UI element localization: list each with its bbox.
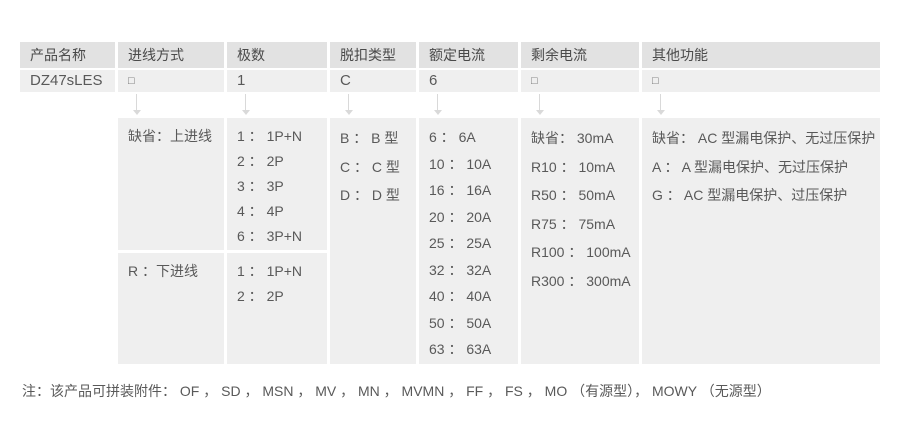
- inlet-option-top-block: 缺省：上进线: [118, 118, 224, 250]
- down-arrow-icon: [132, 94, 141, 115]
- option-item: D ： D 型: [340, 187, 400, 203]
- accessories-note: 注：该产品可拼装附件： OF ， SD ， MSN ， MV ， MN ， MV…: [22, 383, 771, 399]
- product-name-value: DZ47sLES: [20, 70, 115, 92]
- option-item: 16 ： 16A: [429, 182, 492, 198]
- option-item: 1 ： 1P+N: [237, 263, 302, 279]
- option-item: R50 ： 50mA: [531, 187, 616, 203]
- options-col-current: 6 ： 6A 10 ： 10A 16 ： 16A 20 ： 20A 25 ： 2…: [419, 118, 518, 364]
- poles-code-value: 1: [227, 70, 327, 92]
- inlet-option-bottom-block: R ：下进线: [118, 253, 224, 364]
- option-item: 缺省： AC 型漏电保护、无过压保护: [652, 130, 876, 146]
- down-arrow-icon: [433, 94, 442, 115]
- table-header-row: 产品名称 进线方式 极数 脱扣类型 额定电流 剩余电流 其他功能: [20, 42, 880, 68]
- options-row: 缺省：上进线 R ：下进线 1 ： 1P+N 2 ： 2P 3 ： 3P 4 ：…: [20, 118, 880, 364]
- header-rated-current: 额定电流: [419, 42, 518, 68]
- current-code-value: 6: [419, 70, 518, 92]
- down-arrow-icon: [535, 94, 544, 115]
- option-item: 20 ： 20A: [429, 208, 492, 225]
- option-item: C ： C 型: [340, 158, 400, 175]
- residual-options-block: 缺省： 30mA R10 ： 10mA R50 ： 50mA R75 ： 75m…: [521, 118, 639, 364]
- option-item: 25 ： 25A: [429, 235, 492, 251]
- header-other-functions: 其他功能: [642, 42, 880, 68]
- option-item: 4 ： 4P: [237, 203, 284, 219]
- options-col-other: 缺省： AC 型漏电保护、无过压保护 A ： A 型漏电保护、无过压保护 G ：…: [642, 118, 880, 364]
- down-arrow-icon: [241, 94, 250, 115]
- other-code-placeholder: □: [642, 70, 880, 92]
- header-inlet-mode: 进线方式: [118, 42, 224, 68]
- option-item: 1 ： 1P+N: [237, 128, 302, 144]
- option-item: R100 ： 100mA: [531, 244, 631, 260]
- option-item: A ： A 型漏电保护、无过压保护: [652, 158, 849, 175]
- option-item: R ：下进线: [128, 263, 198, 279]
- option-item: 3 ： 3P: [237, 178, 284, 194]
- options-col-poles: 1 ： 1P+N 2 ： 2P 3 ： 3P 4 ： 4P 6 ： 3P+N 1…: [227, 118, 327, 364]
- options-col-residual: 缺省： 30mA R10 ： 10mA R50 ： 50mA R75 ： 75m…: [521, 118, 639, 364]
- inlet-code-placeholder: □: [118, 70, 224, 92]
- header-poles: 极数: [227, 42, 327, 68]
- options-col-trip: B ： B 型 C ： C 型 D ： D 型: [330, 118, 416, 364]
- options-col-empty: [20, 118, 115, 364]
- header-trip-type: 脱扣类型: [330, 42, 416, 68]
- option-item: G ： AC 型漏电保护、过压保护: [652, 187, 848, 203]
- option-item: 缺省：上进线: [128, 128, 212, 144]
- option-item: R10 ： 10mA: [531, 158, 616, 175]
- residual-code-placeholder: □: [521, 70, 639, 92]
- option-item: 63 ： 63A: [429, 341, 492, 357]
- arrow-row: [20, 92, 880, 118]
- option-item: R75 ： 75mA: [531, 215, 616, 232]
- option-item: 2 ： 2P: [237, 288, 284, 304]
- down-arrow-icon: [656, 94, 665, 115]
- trip-options-block: B ： B 型 C ： C 型 D ： D 型: [330, 118, 416, 364]
- header-residual-current: 剩余电流: [521, 42, 639, 68]
- option-item: 50 ： 50A: [429, 314, 492, 331]
- option-item: 40 ： 40A: [429, 288, 492, 304]
- poles-options-top-block: 1 ： 1P+N 2 ： 2P 3 ： 3P 4 ： 4P 6 ： 3P+N: [227, 118, 327, 250]
- model-selection-table: 产品名称 进线方式 极数 脱扣类型 额定电流 剩余电流 其他功能 DZ47sLE…: [20, 42, 880, 364]
- option-item: R300 ： 300mA: [531, 272, 631, 289]
- option-item: B ： B 型: [340, 130, 399, 146]
- selection-code-row: DZ47sLES □ 1 C 6 □ □: [20, 70, 880, 92]
- option-item: 缺省： 30mA: [531, 130, 614, 146]
- options-col-inlet: 缺省：上进线 R ：下进线: [118, 118, 224, 364]
- current-options-block: 6 ： 6A 10 ： 10A 16 ： 16A 20 ： 20A 25 ： 2…: [419, 118, 518, 364]
- arrow-spacer: [20, 92, 115, 118]
- option-item: 32 ： 32A: [429, 261, 492, 278]
- option-item: 10 ： 10A: [429, 155, 492, 172]
- down-arrow-icon: [344, 94, 353, 115]
- option-item: 2 ： 2P: [237, 153, 284, 169]
- option-item: 6 ： 3P+N: [237, 228, 302, 244]
- other-options-block: 缺省： AC 型漏电保护、无过压保护 A ： A 型漏电保护、无过压保护 G ：…: [642, 118, 880, 364]
- option-item: 6 ： 6A: [429, 129, 476, 145]
- header-product-name: 产品名称: [20, 42, 115, 68]
- poles-options-bottom-block: 1 ： 1P+N 2 ： 2P: [227, 253, 327, 364]
- trip-code-value: C: [330, 70, 416, 92]
